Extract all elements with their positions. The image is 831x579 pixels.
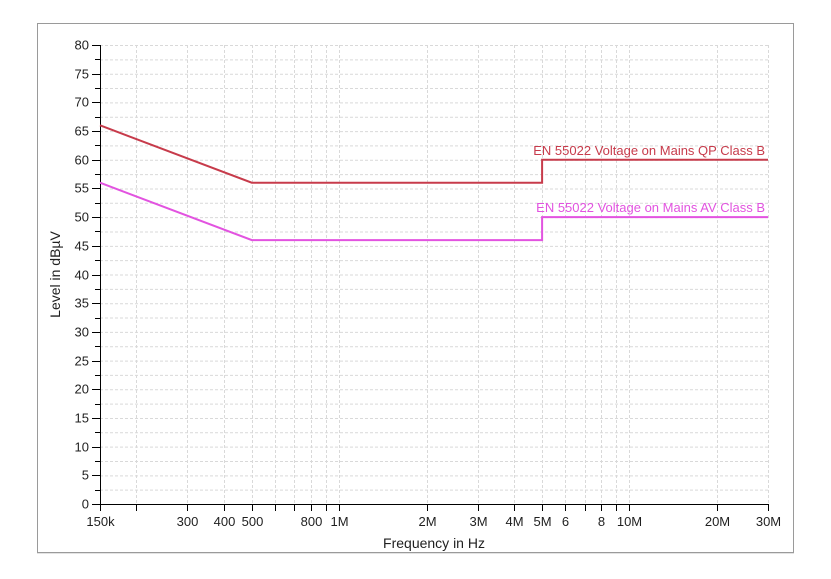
y-tick-label: 80: [75, 38, 89, 53]
y-tick-label: 15: [75, 411, 89, 426]
y-tick-label: 0: [82, 497, 89, 512]
x-tick-label: 8: [598, 514, 605, 529]
chart-panel: 0 5 10 15 20 25 30 35 40 45 50 55 60 65 70 75 80 150k 300 4…: [37, 23, 794, 553]
y-tick-label: 50: [75, 210, 89, 225]
series-line-qp: [99, 124, 768, 184]
x-tick-label: 30M: [756, 514, 781, 529]
y-tick-label: 5: [82, 468, 89, 483]
series-label-qp: EN 55022 Voltage on Mains QP Class B: [533, 143, 765, 158]
y-tick-label: 45: [75, 239, 89, 254]
series-line-av: [99, 181, 768, 242]
y-tick-label: 20: [75, 382, 89, 397]
x-tick-label: 3M: [469, 514, 487, 529]
x-tick-label: 500: [242, 514, 264, 529]
y-tick-label: 65: [75, 124, 89, 139]
x-tick-label: 4M: [505, 514, 523, 529]
x-tick-label: 5M: [533, 514, 551, 529]
y-tick-label: 70: [75, 95, 89, 110]
x-tick-label: 6: [562, 514, 569, 529]
y-axis-title: Level in dBµV: [47, 231, 63, 318]
y-tick-label: 75: [75, 67, 89, 82]
ticks: [92, 45, 769, 511]
x-tick-label: 800: [301, 514, 323, 529]
y-tick-label: 35: [75, 296, 89, 311]
y-tick-label: 60: [75, 153, 89, 168]
x-tick-label: 20M: [705, 514, 730, 529]
x-tick-label: 150k: [86, 514, 115, 529]
x-tick-label: 300: [177, 514, 199, 529]
y-tick-label: 10: [75, 440, 89, 455]
y-tick-label: 40: [75, 268, 89, 283]
limit-line-chart: 0 5 10 15 20 25 30 35 40 45 50 55 60 65 70 75 80 150k 300 4…: [47, 38, 782, 552]
x-tick-label: 10M: [617, 514, 642, 529]
y-tick-label: 30: [75, 325, 89, 340]
x-axis-title: Frequency in Hz: [383, 535, 485, 551]
y-tick-label: 25: [75, 354, 89, 369]
y-tick-label: 55: [75, 181, 89, 196]
series-label-av: EN 55022 Voltage on Mains AV Class B: [536, 200, 765, 215]
x-tick-label: 400: [214, 514, 236, 529]
x-tick-label: 2M: [418, 514, 436, 529]
axes: [100, 45, 769, 505]
gridlines: [100, 45, 769, 504]
tick-labels: 0 5 10 15 20 25 30 35 40 45 50 55 60 65 70 75 80 150k 300 4…: [75, 38, 782, 530]
x-tick-label: 1M: [330, 514, 348, 529]
